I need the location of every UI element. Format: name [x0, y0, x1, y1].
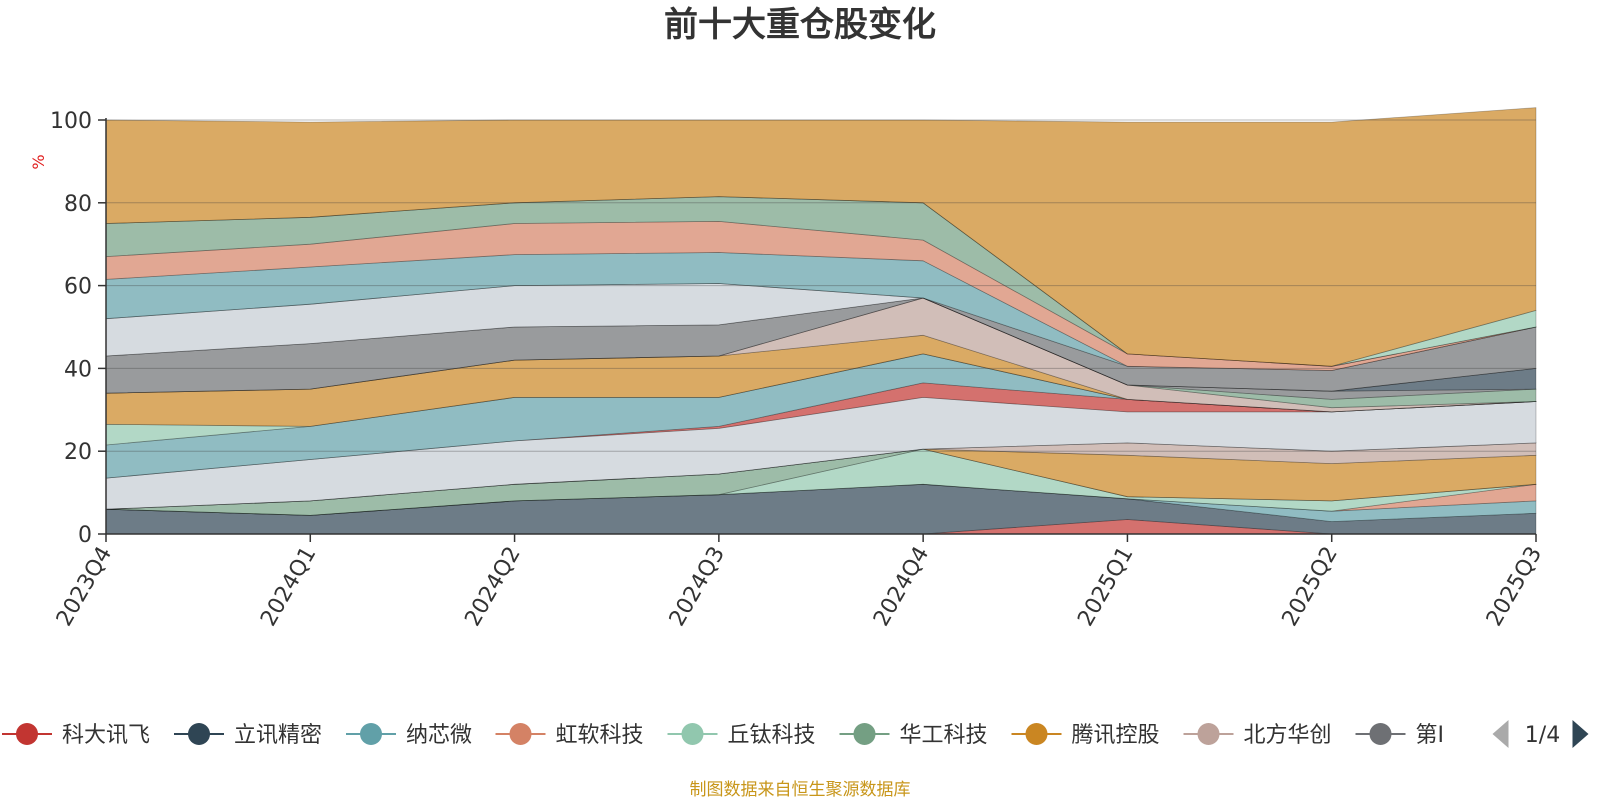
- y-tick-label-40: 40: [64, 357, 92, 382]
- chart-title: 前十大重仓股变化: [664, 5, 936, 45]
- x-tick-label-2025Q1: 2025Q1: [1073, 543, 1138, 631]
- legend-item-5[interactable]: 丘钛科技: [667, 723, 816, 748]
- y-tick-label-0: 0: [78, 523, 92, 548]
- gridlines: [106, 119, 1536, 452]
- legend-marker: [1197, 723, 1220, 745]
- area-series-18: [105, 297, 1537, 392]
- area-series-group: [105, 107, 1537, 535]
- x-tick-label-2024Q1: 2024Q1: [256, 543, 321, 631]
- area-series-25: [105, 107, 1537, 367]
- x-tick-label-2024Q2: 2024Q2: [460, 543, 525, 631]
- legend-label: 第I: [1416, 723, 1445, 748]
- legend-label: 腾讯控股: [1072, 723, 1160, 748]
- legend-item-9[interactable]: 第I: [1355, 723, 1445, 748]
- legend-item-4[interactable]: 虹软科技: [495, 723, 644, 748]
- legend-label: 丘钛科技: [728, 723, 816, 748]
- legend-label: 华工科技: [900, 723, 988, 748]
- legend-prev-page-icon[interactable]: [1492, 720, 1509, 748]
- x-tick-label-2023Q4: 2023Q4: [52, 543, 117, 631]
- legend-marker: [509, 723, 532, 745]
- x-tick-label-2025Q2: 2025Q2: [1278, 543, 1343, 631]
- x-tick-label-2024Q4: 2024Q4: [869, 543, 934, 631]
- legend-item-2[interactable]: 立讯精密: [174, 723, 322, 748]
- legend-label: 科大讯飞: [62, 723, 150, 748]
- legend-marker: [1025, 723, 1048, 745]
- legend-page-indicator: 1/4: [1525, 723, 1560, 748]
- legend-item-6[interactable]: 华工科技: [839, 723, 988, 748]
- legend-marker: [16, 723, 38, 745]
- y-tick-label-20: 20: [64, 440, 92, 465]
- legend-label: 纳芯微: [406, 723, 472, 748]
- area-series-10: [105, 397, 1537, 510]
- x-tick-label-2024Q3: 2024Q3: [665, 543, 730, 631]
- data-source-note: 制图数据来自恒生聚源数据库: [690, 780, 911, 800]
- legend-label: 立讯精密: [234, 723, 322, 748]
- legend-item-7[interactable]: 腾讯控股: [1011, 723, 1160, 748]
- y-tick-label-60: 60: [64, 275, 92, 300]
- legend-next-page-icon[interactable]: [1572, 720, 1589, 748]
- y-tick-label-80: 80: [64, 192, 92, 217]
- y-tick-label-100: 100: [50, 109, 92, 134]
- legend-marker: [1369, 723, 1392, 745]
- legend-marker: [188, 723, 210, 745]
- legend-marker: [853, 723, 876, 745]
- legend-item-3[interactable]: 纳芯微: [346, 723, 472, 748]
- legend[interactable]: 科大讯飞 立讯精密 纳芯微 虹软科技 丘钛科技 华工科技 腾讯控股 北方华创 第I 1/4: [2, 720, 1589, 748]
- x-tick-label-2025Q3: 2025Q3: [1482, 543, 1547, 631]
- legend-label: 虹软科技: [556, 723, 644, 748]
- area-series-17: [105, 297, 1537, 400]
- y-axis-unit: %: [29, 154, 48, 169]
- legend-marker: [360, 723, 382, 745]
- legend-item-1[interactable]: 科大讯飞: [2, 723, 150, 748]
- legend-label: 北方华创: [1244, 723, 1332, 748]
- legend-item-8[interactable]: 北方华创: [1183, 723, 1332, 748]
- legend-marker: [681, 723, 704, 745]
